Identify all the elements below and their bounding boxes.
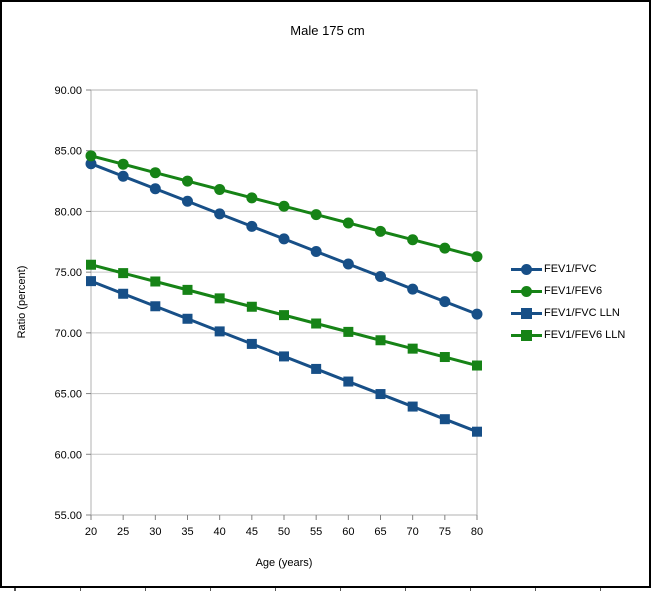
square-marker-icon <box>246 338 257 349</box>
square-marker-icon <box>311 318 322 329</box>
gridlines <box>91 150 477 455</box>
square-marker-icon <box>86 259 96 270</box>
square-marker-icon <box>150 276 161 287</box>
square-marker-icon <box>343 326 354 337</box>
svg-text:75: 75 <box>439 526 451 538</box>
circle-marker-icon <box>246 192 258 204</box>
square-marker-icon <box>86 276 96 287</box>
circle-marker-icon <box>117 158 129 170</box>
square-marker-icon <box>118 268 129 279</box>
circle-marker-icon <box>182 195 193 207</box>
square-marker-icon <box>214 293 225 304</box>
svg-text:50: 50 <box>278 526 290 538</box>
circle-marker-icon <box>149 183 161 195</box>
square-marker-icon <box>118 288 129 299</box>
svg-text:70: 70 <box>407 526 419 538</box>
series-fev1-fvc <box>85 158 483 320</box>
svg-text:40: 40 <box>214 526 226 538</box>
square-marker-icon <box>343 376 354 387</box>
svg-text:75.00: 75.00 <box>54 267 82 279</box>
series-fev1-fev6 <box>85 150 483 263</box>
square-marker-icon <box>472 426 482 437</box>
circle-marker-icon <box>511 263 542 275</box>
circle-marker-icon <box>439 242 451 254</box>
svg-text:90.00: 90.00 <box>54 85 82 97</box>
legend-label: FEV1/FVC <box>544 263 597 275</box>
svg-text:80.00: 80.00 <box>54 206 82 218</box>
legend-item-fev1-fev6: FEV1/FEV6 <box>511 280 625 302</box>
circle-marker-icon <box>214 183 226 195</box>
svg-text:20: 20 <box>85 526 97 538</box>
circle-marker-icon <box>342 217 354 229</box>
square-marker-icon <box>407 401 418 412</box>
chart-title: Male 175 cm <box>290 23 365 38</box>
circle-marker-icon <box>149 167 161 179</box>
legend-item-fev1-fvc: FEV1/FVC <box>511 258 625 280</box>
legend-label: FEV1/FEV6 <box>544 285 603 297</box>
square-marker-icon <box>439 352 450 363</box>
svg-text:60: 60 <box>342 526 354 538</box>
square-marker-icon <box>311 363 322 374</box>
svg-text:25: 25 <box>117 526 129 538</box>
square-marker-icon <box>375 335 386 346</box>
circle-marker-icon <box>310 246 322 257</box>
circle-marker-icon <box>471 251 483 263</box>
spreadsheet-gridline-ticks <box>0 588 651 591</box>
circle-marker-icon <box>278 233 290 245</box>
square-marker-icon <box>182 313 193 324</box>
circle-marker-icon <box>375 271 386 283</box>
circle-marker-icon <box>511 285 542 297</box>
legend-label: FEV1/FEV6 LLN <box>544 329 626 341</box>
legend-item-fev1-fvc-lln: FEV1/FVC LLN <box>511 302 625 324</box>
svg-text:70.00: 70.00 <box>54 328 82 340</box>
svg-text:55: 55 <box>310 526 322 538</box>
square-marker-icon <box>279 310 289 321</box>
circle-marker-icon <box>182 175 193 187</box>
circle-marker-icon <box>375 225 386 237</box>
square-marker-icon <box>182 284 193 295</box>
legend-label: FEV1/FVC LLN <box>544 307 620 319</box>
circle-marker-icon <box>407 283 419 295</box>
square-marker-icon <box>511 329 542 341</box>
circle-marker-icon <box>85 150 97 162</box>
circle-marker-icon <box>407 234 419 246</box>
svg-text:65: 65 <box>374 526 386 538</box>
legend-item-fev1-fev6-lln: FEV1/FEV6 LLN <box>511 324 625 346</box>
square-marker-icon <box>375 389 386 400</box>
x-axis-ticks-and-labels: 20 25 30 35 40 45 50 55 60 65 70 75 80 <box>85 515 483 538</box>
square-marker-icon <box>246 301 257 312</box>
circle-marker-icon <box>278 200 290 212</box>
circle-marker-icon <box>85 158 97 170</box>
svg-text:55.00: 55.00 <box>54 510 82 522</box>
circle-marker-icon <box>342 258 354 270</box>
circle-marker-icon <box>246 220 258 232</box>
square-marker-icon <box>279 351 289 362</box>
circle-marker-icon <box>310 209 322 221</box>
square-marker-icon <box>150 301 161 312</box>
square-marker-icon <box>472 360 482 371</box>
circle-marker-icon <box>439 296 451 308</box>
square-marker-icon <box>511 307 542 319</box>
circle-marker-icon <box>471 308 483 320</box>
svg-text:85.00: 85.00 <box>54 146 82 158</box>
circle-marker-icon <box>117 170 129 182</box>
square-marker-icon <box>407 343 418 354</box>
svg-text:60.00: 60.00 <box>54 449 82 461</box>
svg-text:80: 80 <box>471 526 483 538</box>
square-marker-icon <box>214 326 225 337</box>
svg-text:30: 30 <box>149 526 161 538</box>
x-axis-title: Age (years) <box>255 557 313 569</box>
svg-text:65.00: 65.00 <box>54 389 82 401</box>
circle-marker-icon <box>214 208 226 220</box>
series-fev1-fvc-lln <box>86 276 482 437</box>
svg-text:35: 35 <box>181 526 193 538</box>
svg-text:45: 45 <box>246 526 258 538</box>
square-marker-icon <box>439 414 450 425</box>
series-fev1-fev6-lln <box>86 259 482 371</box>
chart-legend: FEV1/FVC FEV1/FEV6 FEV1/FVC LLN FEV1/FEV6 L… <box>511 258 625 346</box>
y-axis-ticks-and-labels: 55.00 60.00 65.00 70.00 75.00 80.00 85.00 90.00 <box>54 85 91 522</box>
